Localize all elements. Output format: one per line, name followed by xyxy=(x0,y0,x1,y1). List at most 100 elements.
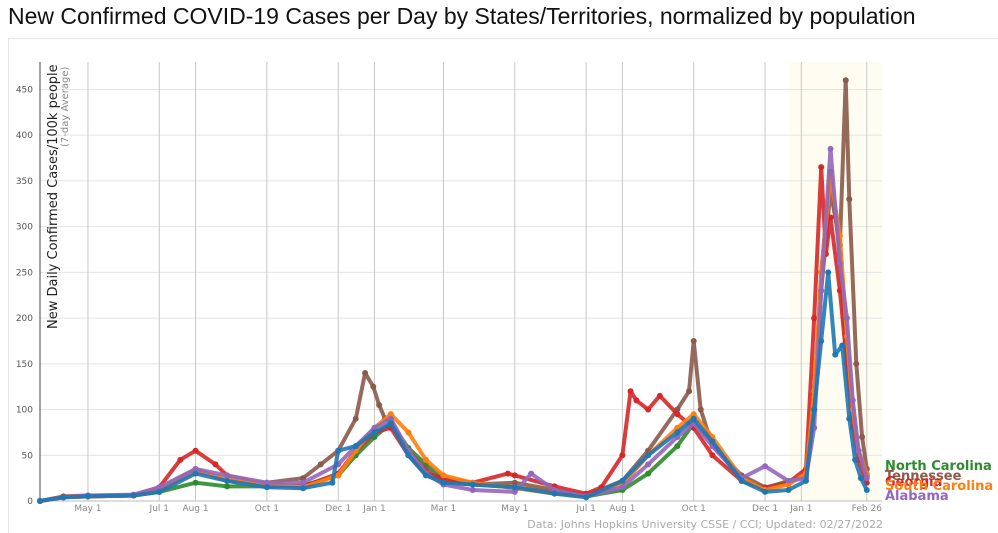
y-axis-label: New Daily Confirmed Cases/100k people xyxy=(46,64,61,329)
data-point xyxy=(263,484,270,491)
series-line-tennessee xyxy=(38,78,869,503)
series-tennessee xyxy=(37,77,870,504)
legend-label-tennessee: Tennessee xyxy=(885,469,962,484)
data-point xyxy=(846,196,853,203)
x-tick-label: Jan 1 xyxy=(789,504,812,514)
data-point xyxy=(738,477,745,484)
data-point xyxy=(853,360,860,367)
data-point xyxy=(583,494,590,501)
data-point xyxy=(440,479,447,486)
data-point xyxy=(405,429,412,436)
chart-frame xyxy=(8,38,998,533)
data-point xyxy=(192,447,199,454)
y-tick-label: 300 xyxy=(16,223,33,233)
data-point xyxy=(645,452,652,459)
axes-layer: 0 50 100 150 200 250 300 350 400 450 May 1 Jul 1 Aug… xyxy=(16,62,882,514)
data-point xyxy=(686,388,693,395)
data-point xyxy=(300,479,307,486)
data-point xyxy=(709,438,716,445)
data-point xyxy=(859,433,866,440)
legend-label-north-carolina: North Carolina xyxy=(885,459,992,474)
data-point xyxy=(690,415,697,422)
data-point xyxy=(192,465,199,472)
data-point xyxy=(192,470,199,477)
data-point xyxy=(469,487,476,494)
data-point xyxy=(352,443,359,450)
data-point xyxy=(697,406,704,413)
data-point xyxy=(839,342,846,349)
data-point xyxy=(619,477,626,484)
x-tick-label: Feb 26 xyxy=(852,504,883,514)
y-tick-label: 150 xyxy=(16,360,33,370)
data-point xyxy=(762,463,769,470)
data-point xyxy=(376,401,383,408)
data-point xyxy=(317,461,324,468)
data-point xyxy=(645,470,652,477)
data-point xyxy=(656,392,663,399)
data-point xyxy=(156,488,163,495)
y-tick-label: 250 xyxy=(16,268,33,278)
data-point xyxy=(674,429,681,436)
x-tick-label: Aug 1 xyxy=(182,504,208,514)
data-point xyxy=(263,479,270,486)
data-point xyxy=(842,77,849,84)
y-tick-label: 200 xyxy=(16,314,33,324)
x-tick-label: Jul 1 xyxy=(149,504,169,514)
series-line-alabama xyxy=(38,146,869,503)
legend-label-alabama: Alabama xyxy=(885,489,949,504)
series-layer xyxy=(37,77,870,504)
data-point xyxy=(422,472,429,479)
data-point xyxy=(469,481,476,488)
data-point xyxy=(84,493,91,500)
y-tick-label: 0 xyxy=(27,497,33,507)
data-point xyxy=(645,406,652,413)
data-point xyxy=(362,369,369,376)
series-line-florida xyxy=(38,270,869,503)
x-tick-label: Aug 1 xyxy=(609,504,635,514)
data-point xyxy=(619,484,626,491)
data-point xyxy=(300,485,307,492)
y-tick-label: 350 xyxy=(16,177,33,187)
data-point xyxy=(818,337,825,344)
data-point xyxy=(387,411,394,418)
data-point xyxy=(387,420,394,427)
data-point xyxy=(825,269,832,276)
data-point xyxy=(130,492,137,499)
data-point xyxy=(827,214,834,221)
data-point xyxy=(511,472,518,479)
recent-period-shade xyxy=(788,62,882,501)
x-tick-label: Oct 1 xyxy=(255,504,279,514)
series-georgia xyxy=(37,164,870,504)
data-point xyxy=(551,490,558,497)
series-north-carolina xyxy=(37,168,870,504)
x-tick-label: May 1 xyxy=(501,504,528,514)
data-point xyxy=(811,406,818,413)
data-point xyxy=(511,484,518,491)
data-point xyxy=(832,351,839,358)
data-point xyxy=(645,461,652,468)
data-point xyxy=(212,461,219,468)
data-point xyxy=(300,475,307,482)
data-point xyxy=(329,479,336,486)
x-tick-label: Mar 1 xyxy=(431,504,457,514)
data-point xyxy=(504,470,511,477)
data-point xyxy=(528,470,535,477)
series-line-georgia xyxy=(38,165,869,503)
data-point xyxy=(422,456,429,463)
data-point xyxy=(371,429,378,436)
series-line-south-carolina xyxy=(38,174,869,503)
data-point xyxy=(827,145,834,152)
data-point xyxy=(619,452,626,459)
data-point xyxy=(440,472,447,479)
y-axis-sublabel: (7-day Average) xyxy=(60,66,71,147)
data-point xyxy=(335,447,342,454)
data-point xyxy=(335,472,342,479)
data-point xyxy=(224,483,231,490)
y-tick-label: 450 xyxy=(16,85,33,95)
data-point xyxy=(511,479,518,486)
y-tick-label: 400 xyxy=(16,131,33,141)
data-point xyxy=(387,415,394,422)
y-tick-label: 100 xyxy=(16,406,33,416)
data-point xyxy=(352,415,359,422)
